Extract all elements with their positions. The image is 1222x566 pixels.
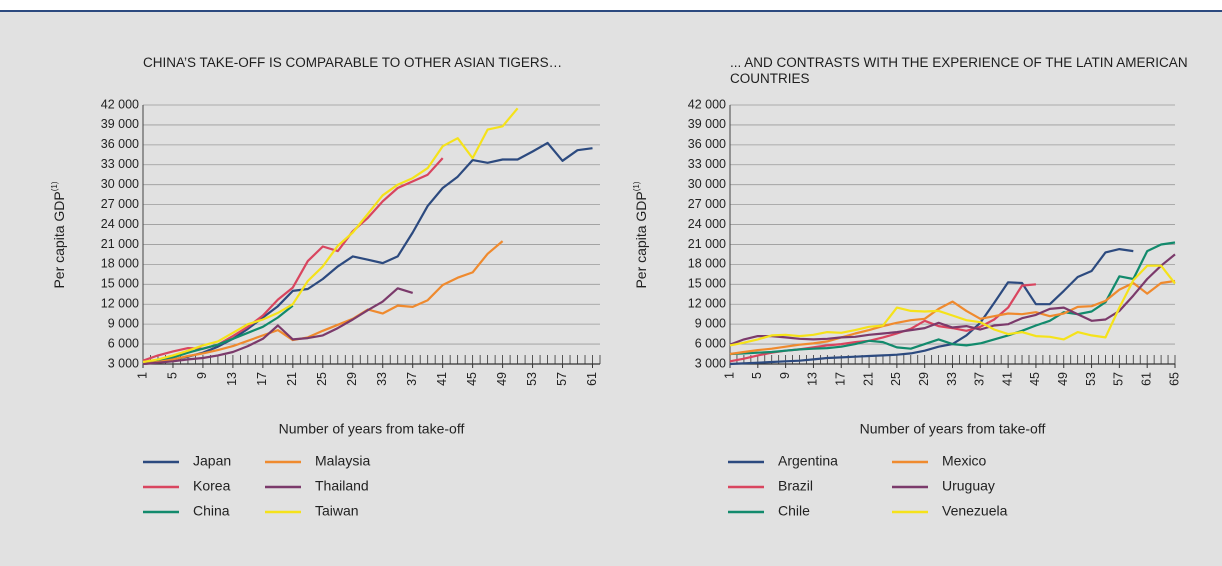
- legend-label: Venezuela: [942, 503, 1008, 519]
- x-tick-label: 21: [861, 372, 875, 386]
- x-tick-label: 57: [555, 372, 569, 386]
- x-tick-label: 41: [435, 372, 449, 386]
- y-tick-label: 24 000: [101, 217, 139, 231]
- y-tick-label: 36 000: [688, 137, 726, 151]
- x-tick-label: 45: [465, 372, 479, 386]
- y-axis-label-note: (1): [632, 181, 641, 191]
- x-tick-label: 53: [525, 372, 539, 386]
- x-tick-label: 25: [889, 372, 903, 386]
- y-tick-label: 27 000: [688, 197, 726, 211]
- y-axis-label: Per capita GDP(1): [50, 181, 67, 288]
- y-tick-label: 39 000: [688, 117, 726, 131]
- x-tick-label: 21: [285, 372, 299, 386]
- y-tick-label: 33 000: [101, 157, 139, 171]
- x-tick-label: 57: [1112, 372, 1126, 386]
- chart-title: ... AND CONTRASTS WITH THE EXPERIENCE OF…: [730, 55, 1188, 86]
- y-tick-label: 30 000: [101, 177, 139, 191]
- series-line: [142, 141, 593, 366]
- x-tick-label: 5: [750, 372, 764, 379]
- x-tick-label: 53: [1084, 372, 1098, 386]
- legend-label: Taiwan: [315, 503, 359, 519]
- y-axis-label-text: Per capita GDP: [633, 191, 649, 288]
- x-tick-label: 5: [165, 372, 179, 379]
- x-tick-label: 1: [135, 372, 149, 379]
- x-tick-label: 33: [945, 372, 959, 386]
- y-tick-label: 24 000: [688, 217, 726, 231]
- series-line: [142, 107, 519, 364]
- x-tick-label: 13: [225, 372, 239, 386]
- y-tick-label: 15 000: [101, 277, 139, 291]
- series-line: [729, 241, 1176, 356]
- series-line: [142, 157, 444, 362]
- x-tick-label: 17: [255, 372, 269, 386]
- x-tick-label: 13: [806, 372, 820, 386]
- x-axis-label: Number of years from take-off: [860, 421, 1046, 437]
- y-tick-label: 21 000: [688, 237, 726, 251]
- y-tick-label: 30 000: [688, 177, 726, 191]
- x-tick-label: 61: [585, 372, 599, 386]
- series-line: [729, 279, 1176, 356]
- legend-label: Chile: [778, 503, 810, 519]
- x-tick-label: 37: [405, 372, 419, 386]
- chart-title: CHINA’S TAKE-OFF IS COMPARABLE TO OTHER …: [143, 55, 563, 70]
- y-axis-label: Per capita GDP(1): [632, 181, 649, 288]
- series-line: [729, 283, 1037, 363]
- y-tick-label: 36 000: [101, 137, 139, 151]
- series-line: [729, 264, 1176, 347]
- x-tick-label: 29: [917, 372, 931, 386]
- y-tick-label: 33 000: [688, 157, 726, 171]
- y-tick-label: 12 000: [101, 297, 139, 311]
- y-tick-label: 21 000: [101, 237, 139, 251]
- legend-label: Mexico: [942, 453, 987, 469]
- series-line: [729, 248, 1134, 366]
- legend-label: China: [193, 503, 230, 519]
- x-tick-label: 61: [1139, 372, 1153, 386]
- series-line: [729, 253, 1176, 346]
- legend-label: Malaysia: [315, 453, 370, 469]
- y-tick-label: 3 000: [695, 356, 726, 370]
- y-tick-label: 27 000: [101, 197, 139, 211]
- y-axis-label-text: Per capita GDP: [51, 191, 67, 288]
- x-axis-label: Number of years from take-off: [279, 421, 465, 437]
- x-tick-label: 65: [1167, 372, 1181, 386]
- x-tick-label: 33: [375, 372, 389, 386]
- y-tick-label: 6 000: [108, 336, 139, 350]
- top-rule: [0, 0, 1222, 12]
- y-tick-label: 18 000: [688, 257, 726, 271]
- y-tick-label: 9 000: [108, 316, 139, 330]
- y-tick-label: 39 000: [101, 117, 139, 131]
- x-tick-label: 9: [778, 372, 792, 379]
- x-tick-label: 29: [345, 372, 359, 386]
- x-tick-label: 45: [1028, 372, 1042, 386]
- y-tick-label: 15 000: [688, 277, 726, 291]
- x-tick-label: 49: [495, 372, 509, 386]
- y-tick-label: 18 000: [101, 257, 139, 271]
- legend-label: Korea: [193, 478, 231, 494]
- x-tick-label: 25: [315, 372, 329, 386]
- y-tick-label: 9 000: [695, 316, 726, 330]
- x-tick-label: 9: [195, 372, 209, 379]
- legend-label: Brazil: [778, 478, 813, 494]
- x-tick-label: 1: [722, 372, 736, 379]
- x-tick-label: 41: [1000, 372, 1014, 386]
- y-tick-label: 3 000: [108, 356, 139, 370]
- legend-label: Japan: [193, 453, 231, 469]
- x-tick-label: 17: [834, 372, 848, 386]
- y-tick-label: 42 000: [688, 97, 726, 111]
- series-line: [142, 287, 414, 366]
- y-axis-label-note: (1): [50, 181, 59, 191]
- x-tick-label: 37: [973, 372, 987, 386]
- y-tick-label: 42 000: [101, 97, 139, 111]
- series-line: [142, 304, 294, 366]
- x-tick-label: 49: [1056, 372, 1070, 386]
- y-tick-label: 6 000: [695, 336, 726, 350]
- y-tick-label: 12 000: [688, 297, 726, 311]
- legend-label: Thailand: [315, 478, 369, 494]
- legend-label: Uruguay: [942, 478, 995, 494]
- series-line: [142, 240, 504, 366]
- legend-label: Argentina: [778, 453, 838, 469]
